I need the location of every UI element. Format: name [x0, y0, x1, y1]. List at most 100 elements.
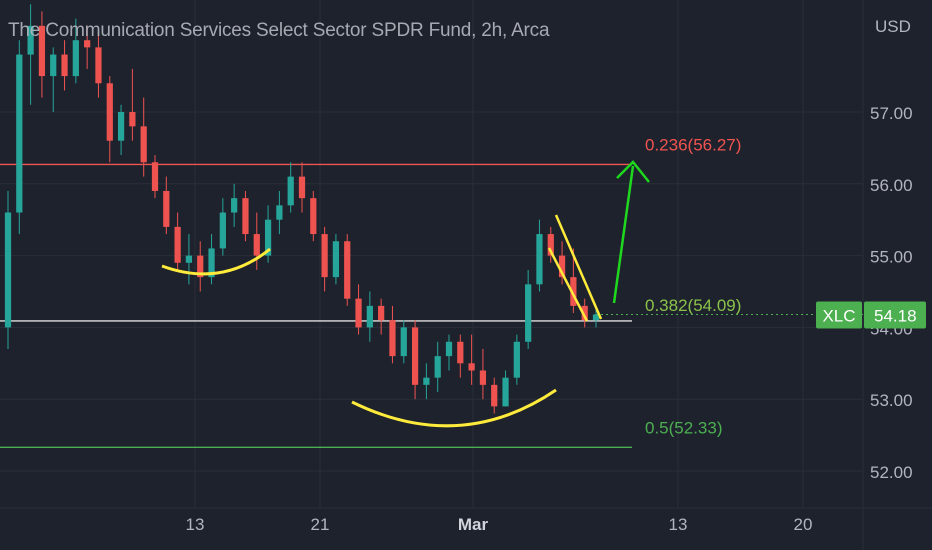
- wedge-line-upper: [554, 214, 603, 320]
- candle-body: [366, 305, 373, 328]
- candle: [423, 363, 430, 400]
- candle-body: [174, 226, 181, 263]
- target-arrow-shaft: [612, 165, 635, 304]
- candle-body: [61, 54, 68, 77]
- candle: [581, 298, 588, 328]
- candle: [547, 226, 554, 263]
- candle: [411, 320, 419, 400]
- candle-body: [344, 241, 351, 299]
- candlestick-series: [4, 4, 600, 414]
- candle: [468, 334, 475, 385]
- rounding-bottom-arc-2: [351, 388, 557, 428]
- candle: [536, 219, 543, 292]
- x-tick-label: 13: [186, 515, 205, 534]
- candle-body: [547, 234, 554, 256]
- candle-body: [468, 363, 475, 371]
- candle: [197, 241, 204, 292]
- wedge-line-lower: [547, 247, 589, 322]
- candle: [4, 190, 12, 349]
- candle-body: [219, 212, 226, 249]
- candle: [321, 226, 328, 292]
- candle: [513, 334, 520, 385]
- candle-body: [434, 356, 441, 378]
- candle: [264, 205, 272, 263]
- candle: [27, 4, 34, 105]
- candle-body: [264, 219, 272, 256]
- candle: [502, 370, 509, 407]
- candle: [276, 190, 283, 235]
- candle-body: [27, 25, 34, 55]
- y-tick-label: 57.00: [870, 104, 913, 123]
- candle-body: [310, 198, 317, 235]
- candle: [457, 334, 464, 378]
- candle-body: [185, 255, 193, 263]
- chart-title: The Communication Services Select Sector…: [8, 20, 550, 41]
- currency-label: USD: [875, 17, 911, 36]
- candle: [479, 348, 487, 400]
- candle: [16, 40, 23, 235]
- candle-body: [355, 298, 362, 328]
- symbol-tag-label: XLC: [822, 306, 855, 325]
- candle-body: [163, 190, 170, 227]
- candle: [219, 198, 226, 256]
- candle-body: [332, 241, 340, 278]
- candle-body: [298, 176, 306, 199]
- candle-body: [117, 112, 125, 141]
- target-arrow-head: [616, 160, 650, 183]
- candle: [378, 298, 385, 335]
- candle: [445, 334, 453, 371]
- candle-body: [50, 54, 57, 77]
- candle: [151, 155, 159, 199]
- candle: [434, 341, 441, 393]
- candle-body: [592, 314, 600, 321]
- symbol-tag-bg: [816, 301, 862, 329]
- candle: [231, 183, 238, 227]
- candle: [95, 33, 102, 98]
- candle: [242, 190, 249, 242]
- candle-body: [502, 377, 509, 407]
- candle-body: [4, 212, 12, 328]
- candle: [117, 104, 125, 156]
- candle-body: [253, 234, 260, 256]
- y-tick-label: 56.00: [870, 176, 913, 195]
- candle-body: [389, 320, 396, 357]
- candle-body: [151, 162, 159, 191]
- candle: [208, 234, 215, 285]
- candle-body: [581, 305, 588, 321]
- candle: [400, 320, 407, 364]
- candle: [570, 248, 577, 314]
- x-tick-label: 20: [794, 515, 813, 534]
- time-axis[interactable]: 13 21 Mar 13 20: [186, 515, 813, 534]
- drawings: [161, 160, 863, 428]
- fib-0236-label: 0.236(56.27): [645, 135, 741, 154]
- candle: [61, 40, 68, 91]
- candle: [389, 305, 396, 364]
- candle: [491, 377, 498, 414]
- candle: [185, 234, 193, 285]
- candle-body: [72, 40, 79, 77]
- candle-body: [411, 327, 419, 385]
- candle-body: [445, 341, 453, 357]
- candle: [140, 97, 147, 177]
- y-tick-label: 53.00: [870, 391, 913, 410]
- candle-body: [38, 25, 46, 77]
- fib-05-label: 0.5(52.33): [645, 418, 723, 437]
- candle-body: [140, 126, 147, 163]
- candle: [129, 68, 136, 141]
- y-tick-label: 52.00: [870, 463, 913, 482]
- candle-body: [287, 176, 294, 206]
- candle-body: [378, 305, 385, 321]
- candle-body: [197, 255, 204, 278]
- candle-body: [16, 54, 23, 213]
- candle: [50, 47, 57, 112]
- candle-body: [129, 112, 136, 127]
- candle-body: [242, 198, 249, 235]
- candle: [38, 11, 46, 98]
- candle-body: [95, 47, 102, 84]
- candle: [72, 18, 79, 84]
- candle: [253, 212, 260, 270]
- x-tick-label: Mar: [458, 515, 489, 534]
